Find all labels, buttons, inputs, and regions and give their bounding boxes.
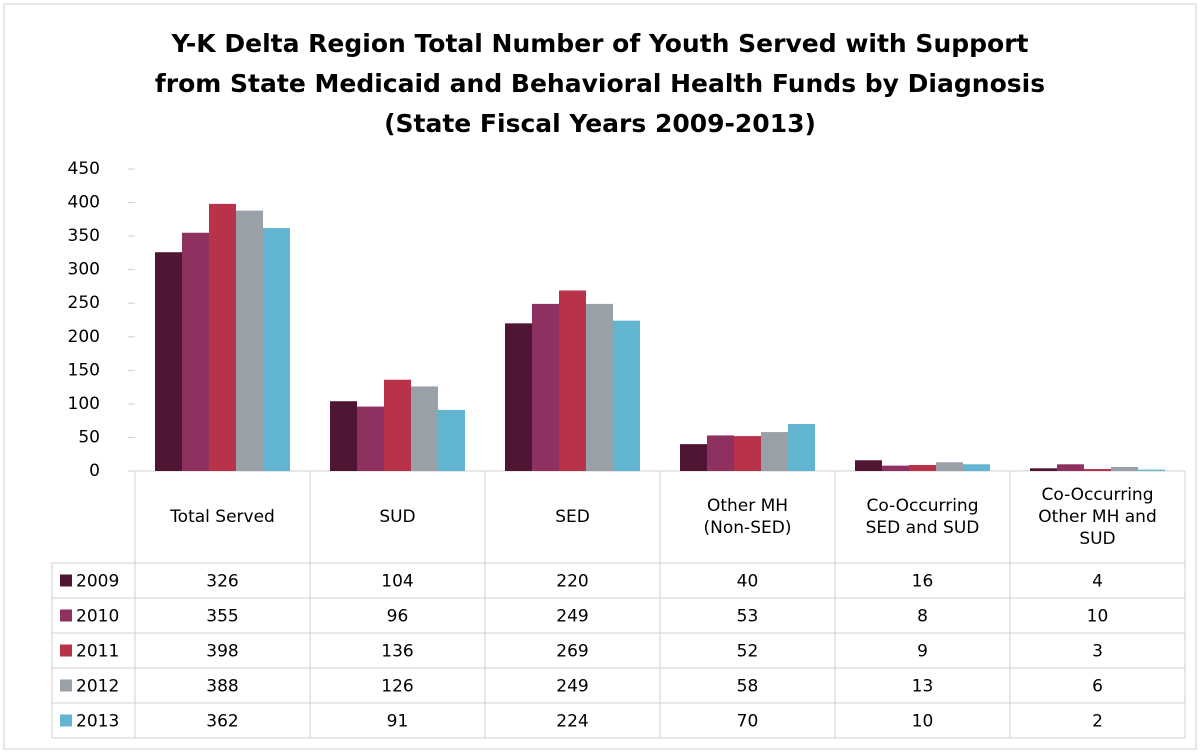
legend-swatch — [60, 609, 72, 622]
legend-label: 2009 — [76, 572, 119, 592]
legend-label: 2013 — [76, 712, 119, 732]
data-label: 249 — [556, 677, 588, 697]
data-label: 249 — [556, 607, 588, 627]
data-label: 58 — [737, 677, 759, 697]
y-tick-label: 450 — [68, 159, 100, 179]
data-label: 96 — [387, 607, 409, 627]
legend-label: 2011 — [76, 642, 119, 662]
data-label: 388 — [206, 677, 238, 697]
y-tick-label: 150 — [68, 360, 100, 380]
bar — [788, 424, 815, 471]
bar — [613, 320, 640, 471]
y-tick-label: 0 — [89, 461, 100, 481]
bar — [761, 432, 788, 471]
data-label: 8 — [917, 607, 928, 627]
data-label: 10 — [1087, 607, 1109, 627]
y-tick-label: 50 — [78, 427, 100, 447]
data-label: 70 — [737, 712, 759, 732]
category-cell: SUD — [379, 507, 416, 527]
data-label: 9 — [917, 642, 928, 662]
bar — [236, 210, 263, 471]
data-label: 53 — [737, 607, 759, 627]
data-label: 136 — [381, 642, 413, 662]
bar — [680, 444, 707, 471]
bar — [330, 401, 357, 471]
data-label: 220 — [556, 572, 588, 592]
data-label: 52 — [737, 642, 759, 662]
data-label: 6 — [1092, 677, 1103, 697]
bar — [384, 379, 411, 471]
bar — [1057, 464, 1084, 471]
category-cell: Other MH (Non-SED) — [703, 496, 792, 538]
data-label: 10 — [912, 712, 934, 732]
bar — [1084, 468, 1111, 471]
x-tick-label: Total Served — [170, 507, 275, 527]
data-label: 104 — [381, 572, 413, 592]
legend-swatch — [60, 644, 72, 657]
bar — [882, 465, 909, 471]
data-label: 326 — [206, 572, 238, 592]
y-tick-label: 350 — [68, 226, 100, 246]
x-tick-label: SUD — [379, 507, 416, 527]
bar — [707, 435, 734, 471]
x-tick-label: Co-Occurring SED and SUD — [865, 496, 980, 538]
bar — [963, 464, 990, 471]
bar — [357, 406, 384, 471]
bar — [734, 436, 761, 471]
data-label: 4 — [1092, 572, 1103, 592]
category-cell: Co-Occurring SED and SUD — [865, 496, 980, 538]
data-label: 91 — [387, 712, 409, 732]
bar — [182, 232, 209, 471]
bar — [411, 386, 438, 471]
bar — [155, 252, 182, 471]
bar — [1111, 466, 1138, 471]
chart-title: from State Medicaid and Behavioral Healt… — [155, 69, 1045, 98]
data-label: 126 — [381, 677, 413, 697]
legend-label: 2012 — [76, 677, 119, 697]
data-label: 13 — [912, 677, 934, 697]
legend-swatch — [60, 574, 72, 587]
bar — [505, 323, 532, 471]
bar — [532, 303, 559, 471]
data-label: 362 — [206, 712, 238, 732]
y-tick-label: 200 — [68, 327, 100, 347]
x-tick-label: Other MH (Non-SED) — [703, 496, 792, 538]
category-cell: SED — [555, 507, 590, 527]
chart-title: (State Fiscal Years 2009-2013) — [384, 109, 816, 138]
bar — [855, 460, 882, 471]
bar — [209, 203, 236, 472]
category-cell: Co-Occurring Other MH and SUD — [1038, 485, 1157, 549]
category-cell: Total Served — [170, 507, 275, 527]
data-label: 40 — [737, 572, 759, 592]
bar — [1138, 469, 1165, 471]
bar — [586, 303, 613, 471]
bar — [936, 462, 963, 471]
data-label: 269 — [556, 642, 588, 662]
legend-label: 2010 — [76, 607, 119, 627]
x-tick-label: Co-Occurring Other MH and SUD — [1038, 485, 1157, 549]
data-label: 355 — [206, 607, 238, 627]
legend-swatch — [60, 714, 72, 727]
y-tick-label: 400 — [68, 193, 100, 213]
data-label: 16 — [912, 572, 934, 592]
data-label: 2 — [1092, 712, 1103, 732]
y-tick-label: 250 — [68, 293, 100, 313]
legend-swatch — [60, 679, 72, 692]
x-tick-label: SED — [555, 507, 590, 527]
bar — [1030, 468, 1057, 471]
data-label: 3 — [1092, 642, 1103, 662]
chart-title: Y-K Delta Region Total Number of Youth S… — [171, 29, 1029, 58]
bar — [559, 290, 586, 471]
data-label: 398 — [206, 642, 238, 662]
y-tick-label: 300 — [68, 260, 100, 280]
data-label: 224 — [556, 712, 588, 732]
bar — [263, 228, 290, 471]
bar — [438, 409, 465, 471]
y-tick-label: 100 — [68, 394, 100, 414]
bar — [909, 464, 936, 471]
